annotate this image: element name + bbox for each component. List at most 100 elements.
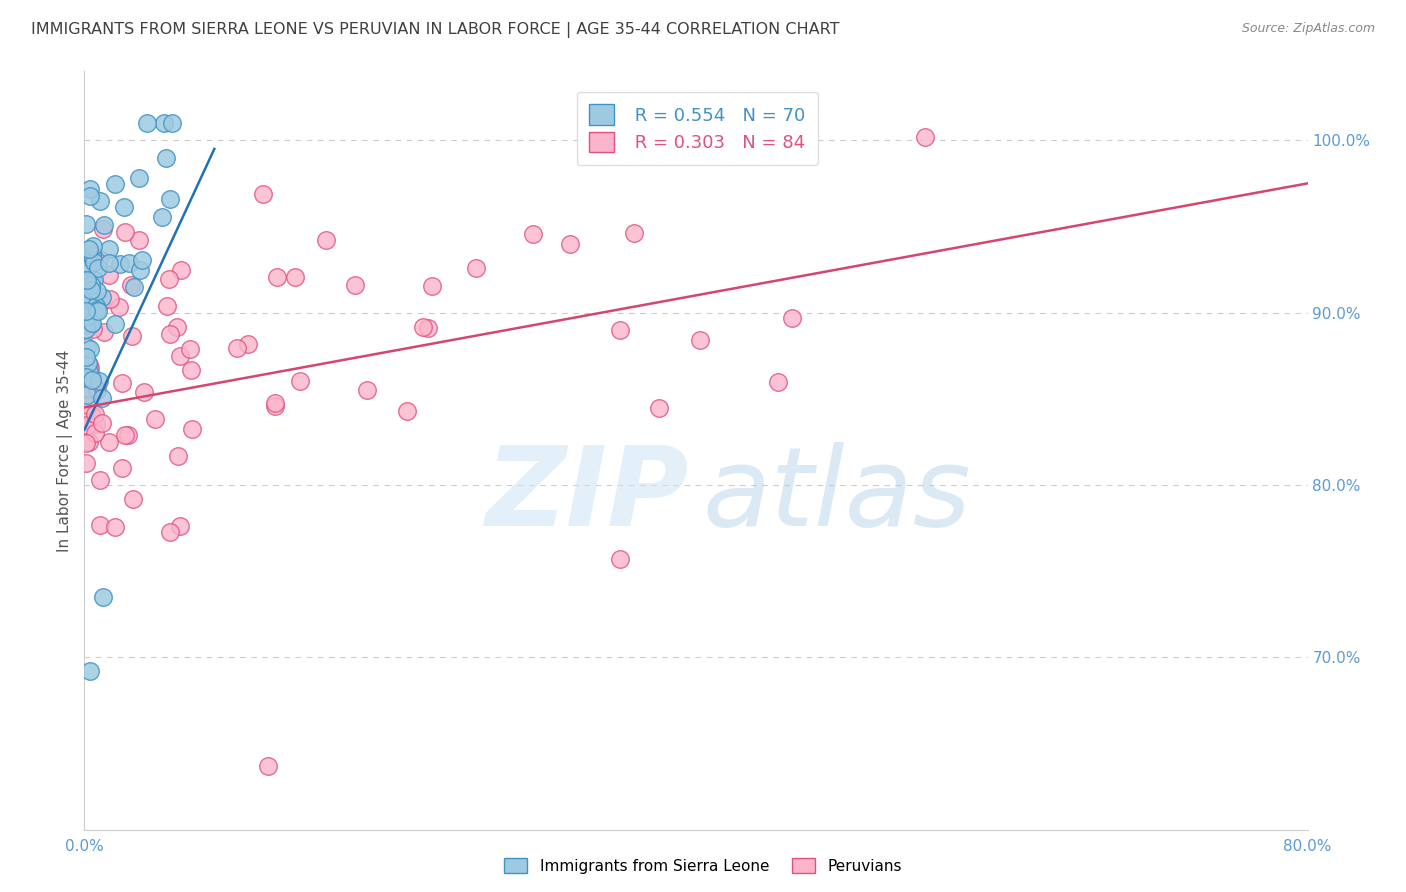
Point: [112, 200, 135, 214]
Point: [77, 356, 100, 370]
Point: [648, 401, 671, 416]
Point: [79, 188, 101, 202]
Point: [75, 322, 97, 336]
Point: [80, 407, 103, 421]
Point: [75, 456, 97, 470]
Point: [75, 318, 97, 332]
Point: [87, 252, 110, 266]
Point: [153, 116, 176, 130]
Point: [79, 384, 101, 398]
Point: [77, 290, 100, 304]
Point: [91, 590, 114, 604]
Point: [82, 322, 104, 336]
Point: [129, 262, 152, 277]
Point: [780, 310, 803, 325]
Point: [155, 151, 177, 165]
Point: [416, 321, 439, 335]
Point: [288, 374, 311, 388]
Point: [108, 257, 131, 271]
Point: [75, 304, 97, 318]
Point: [159, 525, 181, 540]
Point: [169, 349, 191, 363]
Point: [167, 449, 190, 463]
Point: [111, 376, 134, 391]
Point: [93, 326, 115, 340]
Point: [80, 316, 103, 330]
Point: [84, 299, 107, 313]
Point: [522, 227, 544, 241]
Point: [89, 517, 111, 532]
Point: [128, 234, 150, 248]
Point: [181, 422, 204, 436]
Point: [131, 252, 153, 267]
Point: [180, 363, 202, 377]
Point: [609, 552, 631, 566]
Point: [79, 302, 101, 317]
Point: [77, 242, 100, 256]
Point: [128, 170, 150, 185]
Point: [75, 289, 97, 303]
Point: [82, 239, 104, 253]
Point: [75, 249, 97, 263]
Point: [623, 226, 645, 240]
Point: [97, 435, 120, 450]
Point: [75, 302, 97, 317]
Point: [76, 412, 98, 426]
Point: [263, 399, 285, 413]
Point: [83, 272, 105, 286]
Point: [97, 268, 120, 282]
Point: [75, 351, 97, 365]
Point: [97, 255, 120, 269]
Point: [396, 404, 419, 418]
Point: [77, 294, 100, 309]
Point: [117, 427, 139, 442]
Point: [766, 375, 789, 389]
Point: [89, 194, 111, 209]
Point: [121, 491, 143, 506]
Point: [83, 302, 105, 317]
Point: [179, 342, 201, 356]
Point: [166, 320, 188, 334]
Point: [111, 460, 134, 475]
Point: [75, 258, 97, 272]
Point: [162, 116, 184, 130]
Point: [159, 327, 181, 342]
Point: [152, 210, 174, 224]
Point: [344, 278, 367, 293]
Point: [91, 221, 114, 235]
Point: [121, 328, 143, 343]
Point: [114, 428, 136, 442]
Legend: Immigrants from Sierra Leone, Peruvians: Immigrants from Sierra Leone, Peruvians: [498, 852, 908, 880]
Point: [90, 391, 112, 405]
Point: [266, 270, 288, 285]
Point: [157, 272, 180, 286]
Point: [108, 300, 131, 314]
Point: [82, 252, 104, 267]
Point: [356, 384, 378, 398]
Point: [97, 242, 120, 256]
Point: [86, 284, 108, 298]
Point: [464, 260, 486, 275]
Point: [76, 359, 98, 373]
Point: [914, 129, 936, 144]
Point: [75, 297, 97, 311]
Point: [76, 272, 98, 286]
Point: [118, 255, 141, 269]
Point: [263, 396, 285, 410]
Point: [77, 265, 100, 279]
Point: [80, 317, 103, 331]
Point: [77, 315, 100, 329]
Point: [104, 177, 127, 191]
Point: [75, 435, 97, 450]
Point: [83, 254, 105, 268]
Point: [87, 261, 110, 276]
Point: [82, 277, 104, 291]
Point: [75, 310, 97, 324]
Point: [226, 341, 249, 355]
Point: [87, 304, 110, 318]
Point: [76, 417, 98, 432]
Point: [689, 334, 711, 348]
Point: [75, 301, 97, 315]
Point: [79, 664, 101, 678]
Point: [132, 385, 155, 400]
